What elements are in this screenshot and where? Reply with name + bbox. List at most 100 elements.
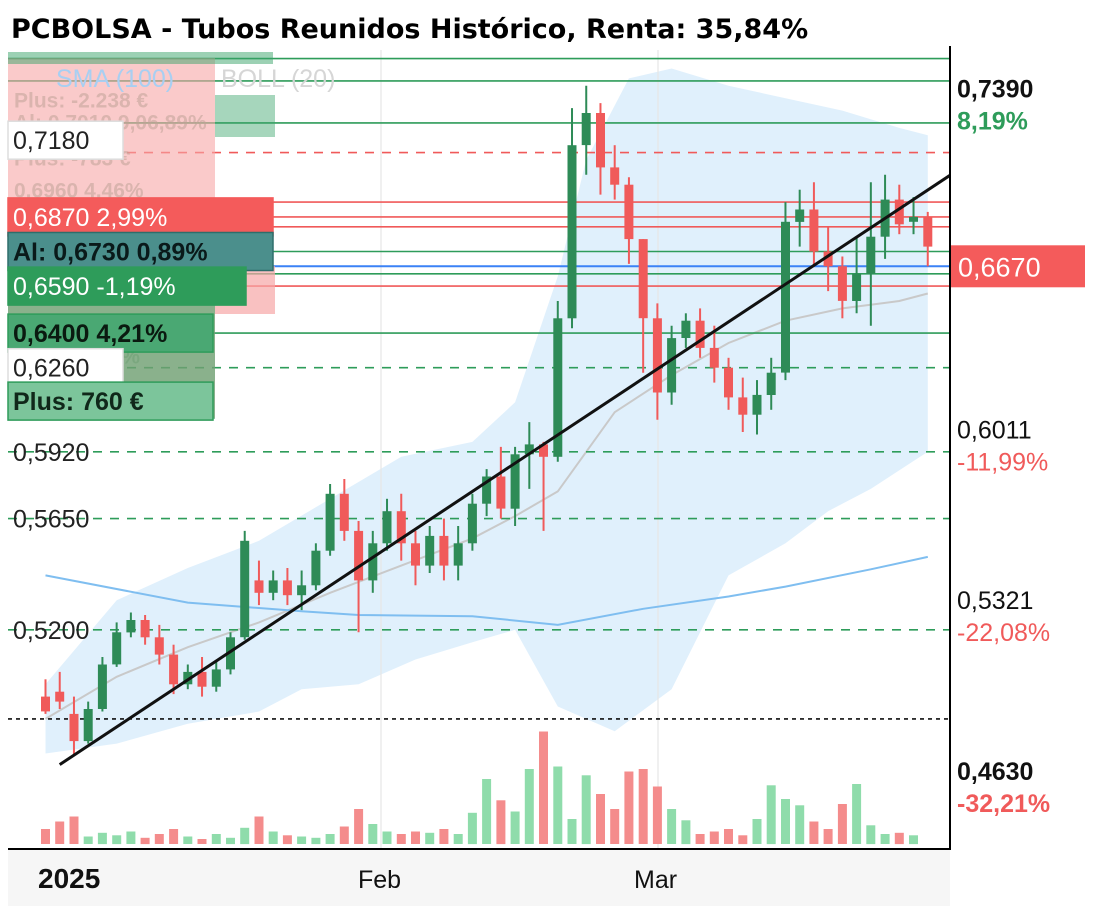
candlestick xyxy=(425,526,435,573)
candlestick xyxy=(681,313,691,348)
candle-body xyxy=(638,239,648,319)
left-price-label-text: 0,5650 xyxy=(13,506,89,534)
candlestick xyxy=(482,469,492,517)
label-stack-backdrop xyxy=(215,95,275,137)
volume-bar xyxy=(311,837,321,845)
volume-bar xyxy=(439,829,449,844)
x-axis-background xyxy=(8,850,950,906)
volume-bar xyxy=(197,839,207,844)
candle-body xyxy=(311,550,321,586)
volume-bar xyxy=(254,816,264,844)
volume-bar xyxy=(297,836,307,844)
candle-body xyxy=(169,654,179,685)
candle-body xyxy=(482,476,492,504)
volume-bar xyxy=(97,832,107,845)
candlestick xyxy=(738,377,748,432)
volume-bar xyxy=(837,804,847,844)
right-axis-percent: -11,99% xyxy=(957,448,1048,476)
candlestick xyxy=(809,182,819,267)
volume-bar xyxy=(240,827,250,845)
candlestick xyxy=(69,696,79,756)
right-axis-labels: 0,73908,19%0,67000,6011-11,99%0,5321-22,… xyxy=(951,75,1085,818)
right-axis-percent: 8,19% xyxy=(957,107,1028,135)
volume-bar xyxy=(724,829,733,844)
candlestick xyxy=(852,236,862,314)
candlestick xyxy=(695,308,705,358)
candlestick xyxy=(624,177,634,264)
left-price-label-text: 0,6590 -1,19% xyxy=(13,273,176,301)
boll-legend-label: BOLL (20) xyxy=(221,65,335,93)
volume-bar xyxy=(752,819,762,844)
volume-bar xyxy=(83,836,93,844)
sma-legend-label: SMA (100) xyxy=(56,65,174,93)
volume-bar xyxy=(453,834,463,844)
candlestick xyxy=(354,521,364,633)
left-price-label-text: 0,6870 2,99% xyxy=(13,204,167,232)
volume-bar xyxy=(211,834,221,844)
candle-body xyxy=(524,444,534,455)
left-price-label-text: Al: 0,6730 0,89% xyxy=(13,239,208,267)
candle-body xyxy=(467,503,477,544)
volume-bar xyxy=(909,835,918,845)
candle-body xyxy=(83,709,93,742)
volume-bar xyxy=(809,821,819,844)
volume-bars xyxy=(41,731,918,845)
volume-bar xyxy=(610,809,620,844)
candlestick xyxy=(766,357,776,410)
label-stack-backdrop xyxy=(8,52,273,64)
candlestick xyxy=(411,530,420,586)
candlestick xyxy=(97,657,107,712)
candle-body xyxy=(496,476,506,509)
candle-body xyxy=(539,444,548,457)
candle-body xyxy=(596,113,605,168)
volume-bar xyxy=(282,835,292,845)
candle-body xyxy=(211,669,221,687)
volume-bar xyxy=(140,837,150,845)
candle-body xyxy=(339,493,349,531)
candlestick xyxy=(83,701,93,744)
left-price-label-box xyxy=(7,120,124,160)
volume-bar xyxy=(268,831,278,844)
volume-bar xyxy=(482,779,492,844)
candlestick xyxy=(268,570,278,601)
volume-bar xyxy=(866,825,876,845)
candle-body xyxy=(709,347,719,368)
candle-body xyxy=(140,620,150,638)
candlestick xyxy=(197,657,207,697)
candle-body xyxy=(837,266,847,301)
candlestick xyxy=(211,662,221,692)
candle-body xyxy=(781,221,790,373)
candle-body xyxy=(297,585,307,596)
left-price-label: 0,5200 xyxy=(13,617,89,645)
candle-body xyxy=(610,167,620,185)
volume-bar xyxy=(69,816,79,844)
bollinger-middle-line xyxy=(44,292,929,720)
left-price-labels: 0,7180 0,6870 2,99% Al: 0,6730 0,89% 0,6590… xyxy=(7,52,275,645)
right-axis-tick: 0,4630 -32,21% xyxy=(957,758,1050,818)
right-axis-tick: 0,7390 8,19% xyxy=(957,75,1033,135)
candlestick xyxy=(496,446,506,519)
chart-title: PCBOLSA - Tubos Reunidos Histórico, Rent… xyxy=(11,14,808,45)
candlestick xyxy=(724,357,733,410)
left-price-label-box xyxy=(7,313,214,353)
volume-bar xyxy=(695,834,705,844)
candle-body xyxy=(681,320,691,338)
candlestick xyxy=(140,615,150,645)
candle-body xyxy=(41,696,50,712)
volume-bar xyxy=(496,800,506,845)
candlestick xyxy=(453,526,463,581)
candle-body xyxy=(354,530,364,581)
right-axis-price: 0,4630 xyxy=(957,758,1033,786)
candlestick xyxy=(567,108,577,329)
candlestick xyxy=(467,493,477,551)
volume-bar xyxy=(339,826,349,844)
right-axis-percent: -32,21% xyxy=(957,790,1050,818)
volume-bar xyxy=(652,786,662,844)
trendline xyxy=(58,174,950,766)
candlestick xyxy=(652,303,662,420)
volume-bar xyxy=(55,821,65,844)
candlestick xyxy=(866,182,876,326)
candle-body xyxy=(69,713,79,742)
volume-bar xyxy=(524,769,534,844)
